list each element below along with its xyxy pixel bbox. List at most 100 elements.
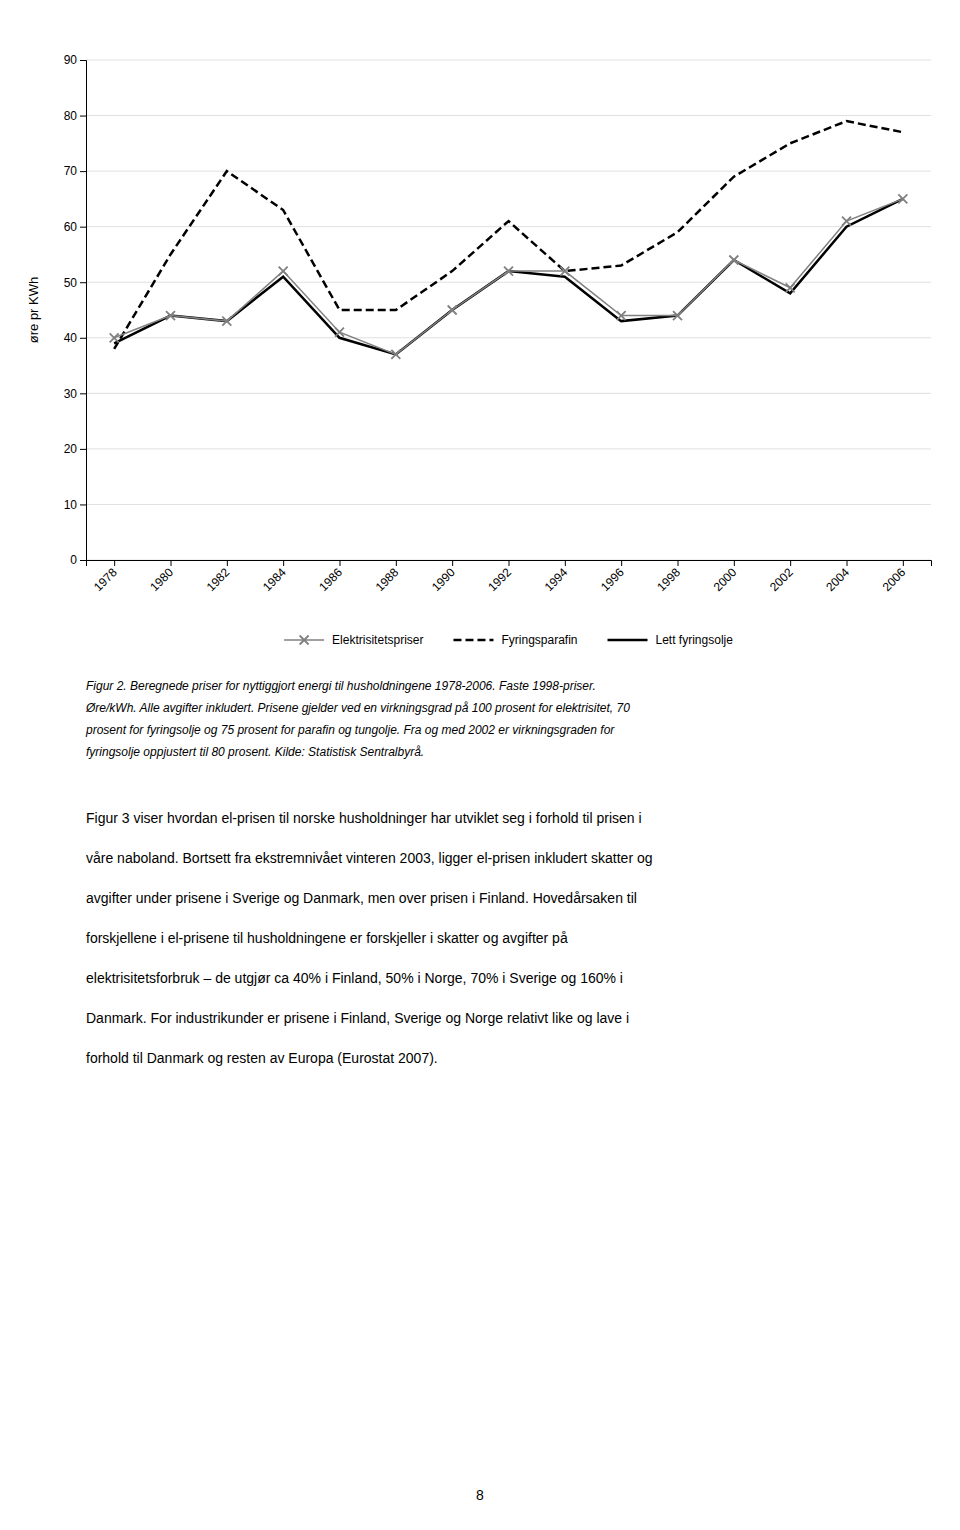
caption: Øre/kWh. Alle avgifter inkludert. Prisen… (85, 701, 630, 715)
y-tick: 50 (64, 276, 86, 290)
marker (560, 267, 569, 276)
legend-swatch (608, 639, 648, 642)
marker (898, 194, 907, 203)
legend-label: Fyringsparafin (501, 633, 577, 647)
x-tick-label: 1984 (260, 565, 289, 594)
caption: fyringsolje oppjustert til 80 prosent. K… (86, 745, 424, 759)
x-tick-mark (227, 560, 228, 566)
y-tick-mark (80, 116, 86, 117)
x-tick-mark (790, 560, 791, 566)
legend-item: Elektrisitetspriser (284, 633, 423, 647)
x-tick: 2006 (880, 560, 909, 594)
y-tick-mark (80, 393, 86, 394)
x-tick: 2002 (767, 560, 796, 594)
x-tick-label: 2002 (767, 565, 796, 594)
x-tick-label: 1994 (542, 565, 571, 594)
grid-line (86, 171, 931, 172)
marker (166, 311, 175, 320)
x-tick-mark (396, 560, 397, 566)
body-text: Danmark. For industrikunder er prisene i… (86, 1010, 629, 1026)
y-tick-label: 50 (64, 276, 78, 290)
grid-line (86, 115, 931, 116)
page: 1978 1980 1982 1984 1986 1988 1990 1992 1994 1996… (0, 0, 960, 1530)
x-tick-mark (340, 560, 341, 566)
x-tick: 2004 (823, 560, 852, 594)
legend-item: Lett fyringsolje (608, 633, 734, 647)
y-tick-label: 40 (64, 331, 78, 345)
x-tick-mark (283, 560, 284, 566)
legend-swatch (453, 639, 493, 642)
x-tick-mark (509, 560, 510, 566)
legend-label: Lett fyringsolje (656, 633, 734, 647)
x-tick: 1992 (485, 560, 514, 594)
x-tick-label: 2006 (880, 565, 909, 594)
marker (222, 317, 231, 326)
x-tick-label: 2000 (711, 565, 740, 594)
x-tick-mark (565, 560, 566, 566)
x-tick: 1996 (598, 560, 627, 594)
marker (842, 217, 851, 226)
marker (786, 283, 795, 292)
y-axis-title: øre pr KWh (26, 277, 41, 343)
x-tick: 1990 (429, 560, 458, 594)
caption: Figur 2. Beregnede priser for nyttiggjor… (86, 679, 596, 693)
grid (86, 60, 931, 560)
caption: prosent for fyringsolje og 75 prosent fo… (85, 723, 615, 737)
legend-item: Fyringsparafin (453, 633, 577, 647)
grid-line (86, 504, 931, 505)
y-tick: 60 (64, 220, 86, 234)
x-tick: 1984 (260, 560, 289, 594)
x-tick-label: 1980 (147, 565, 176, 594)
x-tick-label: 1990 (429, 565, 458, 594)
x-tick-mark (678, 560, 679, 566)
marker (673, 311, 682, 320)
y-tick-label: 80 (64, 109, 78, 123)
body-text: forhold til Danmark og resten av Europa … (86, 1050, 438, 1066)
x-tick-mark (847, 560, 848, 566)
x-tick-label: 1982 (204, 565, 233, 594)
y-tick: 30 (64, 387, 86, 401)
marker (335, 328, 344, 337)
y-tick-mark (80, 560, 86, 561)
x-tick: 1994 (542, 560, 571, 594)
y-tick-label: 0 (70, 553, 77, 567)
x-tick-label: 1998 (654, 565, 683, 594)
x-tick-label: 1986 (316, 565, 345, 594)
x-tick: 1998 (654, 560, 683, 594)
body-text: elektrisitetsforbruk – de utgjør ca 40% … (86, 970, 623, 986)
marker (391, 350, 400, 359)
marker (110, 333, 119, 342)
x-axis-line (87, 561, 932, 567)
x-tick: 1982 (204, 560, 233, 594)
y-tick-mark (80, 171, 86, 172)
marker (504, 267, 513, 276)
series-line (114, 199, 903, 355)
y-tick-mark (80, 227, 86, 228)
grid-line (86, 448, 931, 449)
body-text: avgifter under prisene i Sverige og Danm… (86, 890, 637, 906)
grid-line (86, 282, 931, 283)
y-tick-mark (80, 504, 86, 505)
x-tick-mark (114, 560, 115, 566)
y-tick-mark (80, 282, 86, 283)
legend-label: Elektrisitetspriser (332, 633, 423, 647)
grid-line (86, 226, 931, 227)
marker (617, 311, 626, 320)
y-axis-line (80, 61, 87, 561)
marker (279, 267, 288, 276)
x-tick: 1988 (373, 560, 402, 594)
page-number: 8 (476, 1487, 484, 1503)
x-tick: 1980 (147, 560, 176, 594)
body-text: forskjellene i el-prisene til husholdnin… (86, 930, 568, 946)
chart: 1978 1980 1982 1984 1986 1988 1990 1992 1994 1996… (26, 53, 932, 594)
x-tick-mark (903, 560, 904, 566)
x-tick-mark (734, 560, 735, 566)
y-axis: 0102030405060708090 (64, 53, 87, 567)
x-tick: 1978 (91, 560, 120, 594)
y-tick-mark (80, 338, 86, 339)
x-tick-label: 1996 (598, 565, 627, 594)
y-tick-mark (80, 60, 86, 61)
x-tick: 1986 (316, 560, 345, 594)
y-tick-label: 70 (64, 164, 78, 178)
y-tick-label: 30 (64, 387, 78, 401)
